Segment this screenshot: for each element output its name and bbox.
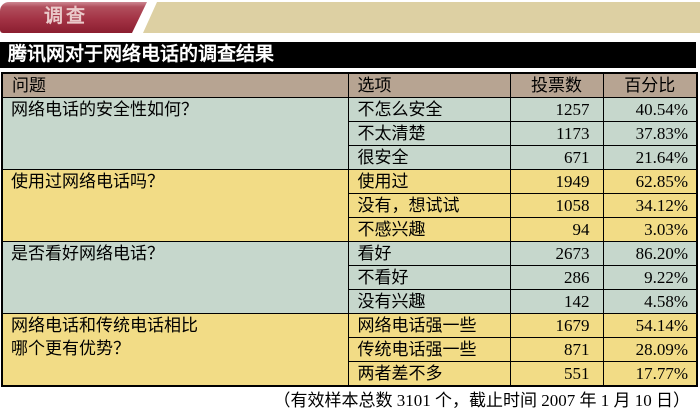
table-row: 不看好 286 9.22% bbox=[2, 265, 698, 290]
table-row: 不感兴趣 94 3.03% bbox=[2, 217, 698, 242]
table-header-row: 问题 选项 投票数 百分比 bbox=[1, 72, 698, 98]
votes-cell: 671 bbox=[509, 145, 604, 170]
option-cell: 不感兴趣 bbox=[347, 217, 511, 242]
option-cell: 没有兴趣 bbox=[347, 289, 511, 314]
table-row: 网络电话和传统电话相比 哪个更有优势？ 网络电话强一些 1679 54.14% bbox=[1, 313, 698, 387]
table-title-bar: 腾讯网对于网络电话的调查结果 bbox=[0, 42, 696, 68]
col-header-votes: 投票数 bbox=[509, 72, 604, 98]
sample-size-note: （有效样本总数 3101 个，截止时间 2007 年 1 月 10 日） bbox=[273, 391, 691, 410]
option-cell: 看好 bbox=[347, 241, 511, 266]
percent-cell: 4.58% bbox=[602, 289, 698, 314]
votes-cell: 1949 bbox=[509, 169, 604, 194]
votes-cell: 1679 bbox=[509, 313, 604, 338]
votes-cell: 871 bbox=[509, 337, 604, 362]
question-cell: 使用过网络电话吗？ bbox=[1, 169, 349, 242]
survey-section-tab[interactable]: 调查 bbox=[0, 2, 147, 33]
percent-cell: 62.85% bbox=[602, 169, 698, 194]
question-cell: 网络电话的安全性如何？ bbox=[1, 97, 349, 170]
table-title: 腾讯网对于网络电话的调查结果 bbox=[8, 44, 275, 65]
percent-cell: 37.83% bbox=[602, 121, 698, 146]
question-cell: 网络电话和传统电话相比 哪个更有优势？ bbox=[1, 313, 349, 387]
top-banner: 调查 bbox=[0, 0, 700, 36]
percent-cell: 17.77% bbox=[602, 361, 698, 387]
option-cell: 传统电话强一些 bbox=[347, 337, 511, 362]
votes-cell: 1173 bbox=[509, 121, 604, 146]
percent-cell: 9.22% bbox=[602, 265, 698, 290]
percent-cell: 21.64% bbox=[602, 145, 698, 170]
option-cell: 不怎么安全 bbox=[347, 97, 511, 122]
table-row: 不太清楚 1173 37.83% bbox=[2, 121, 698, 146]
votes-cell: 1058 bbox=[509, 193, 604, 218]
percent-cell: 40.54% bbox=[602, 97, 698, 122]
option-cell: 网络电话强一些 bbox=[347, 313, 511, 338]
votes-cell: 2673 bbox=[509, 241, 604, 266]
table-row: 两者差不多 551 17.77% bbox=[2, 361, 698, 387]
votes-cell: 286 bbox=[509, 265, 604, 290]
option-cell: 不太清楚 bbox=[347, 121, 511, 146]
percent-cell: 3.03% bbox=[602, 217, 698, 242]
votes-cell: 94 bbox=[509, 217, 604, 242]
option-cell: 使用过 bbox=[347, 169, 511, 194]
votes-cell: 142 bbox=[509, 289, 604, 314]
votes-cell: 1257 bbox=[509, 97, 604, 122]
question-cell: 是否看好网络电话？ bbox=[1, 241, 349, 314]
option-cell: 没有，想试试 bbox=[347, 193, 511, 218]
col-header-percent: 百分比 bbox=[602, 72, 698, 98]
survey-results-table: 问题 选项 投票数 百分比 网络电话的安全性如何？ 不怎么安全 1257 40.… bbox=[1, 72, 698, 387]
percent-cell: 28.09% bbox=[602, 337, 698, 362]
banner-tan-strip bbox=[143, 2, 700, 33]
col-header-option: 选项 bbox=[347, 72, 511, 98]
option-cell: 不看好 bbox=[347, 265, 511, 290]
col-header-question: 问题 bbox=[1, 72, 349, 98]
percent-cell: 34.12% bbox=[602, 193, 698, 218]
table-row: 很安全 671 21.64% bbox=[2, 145, 698, 170]
table-row: 是否看好网络电话？ 看好 2673 86.20% bbox=[1, 241, 698, 314]
survey-tab-label: 调查 bbox=[43, 6, 88, 27]
percent-cell: 86.20% bbox=[602, 241, 698, 266]
votes-cell: 551 bbox=[509, 361, 604, 387]
table-row: 使用过网络电话吗？ 使用过 1949 62.85% bbox=[1, 169, 698, 242]
option-cell: 两者差不多 bbox=[347, 361, 511, 387]
table-row: 没有，想试试 1058 34.12% bbox=[2, 193, 698, 218]
option-cell: 很安全 bbox=[347, 145, 511, 170]
percent-cell: 54.14% bbox=[602, 313, 698, 338]
table-row: 传统电话强一些 871 28.09% bbox=[2, 337, 698, 362]
table-row: 网络电话的安全性如何？ 不怎么安全 1257 40.54% bbox=[1, 97, 698, 170]
